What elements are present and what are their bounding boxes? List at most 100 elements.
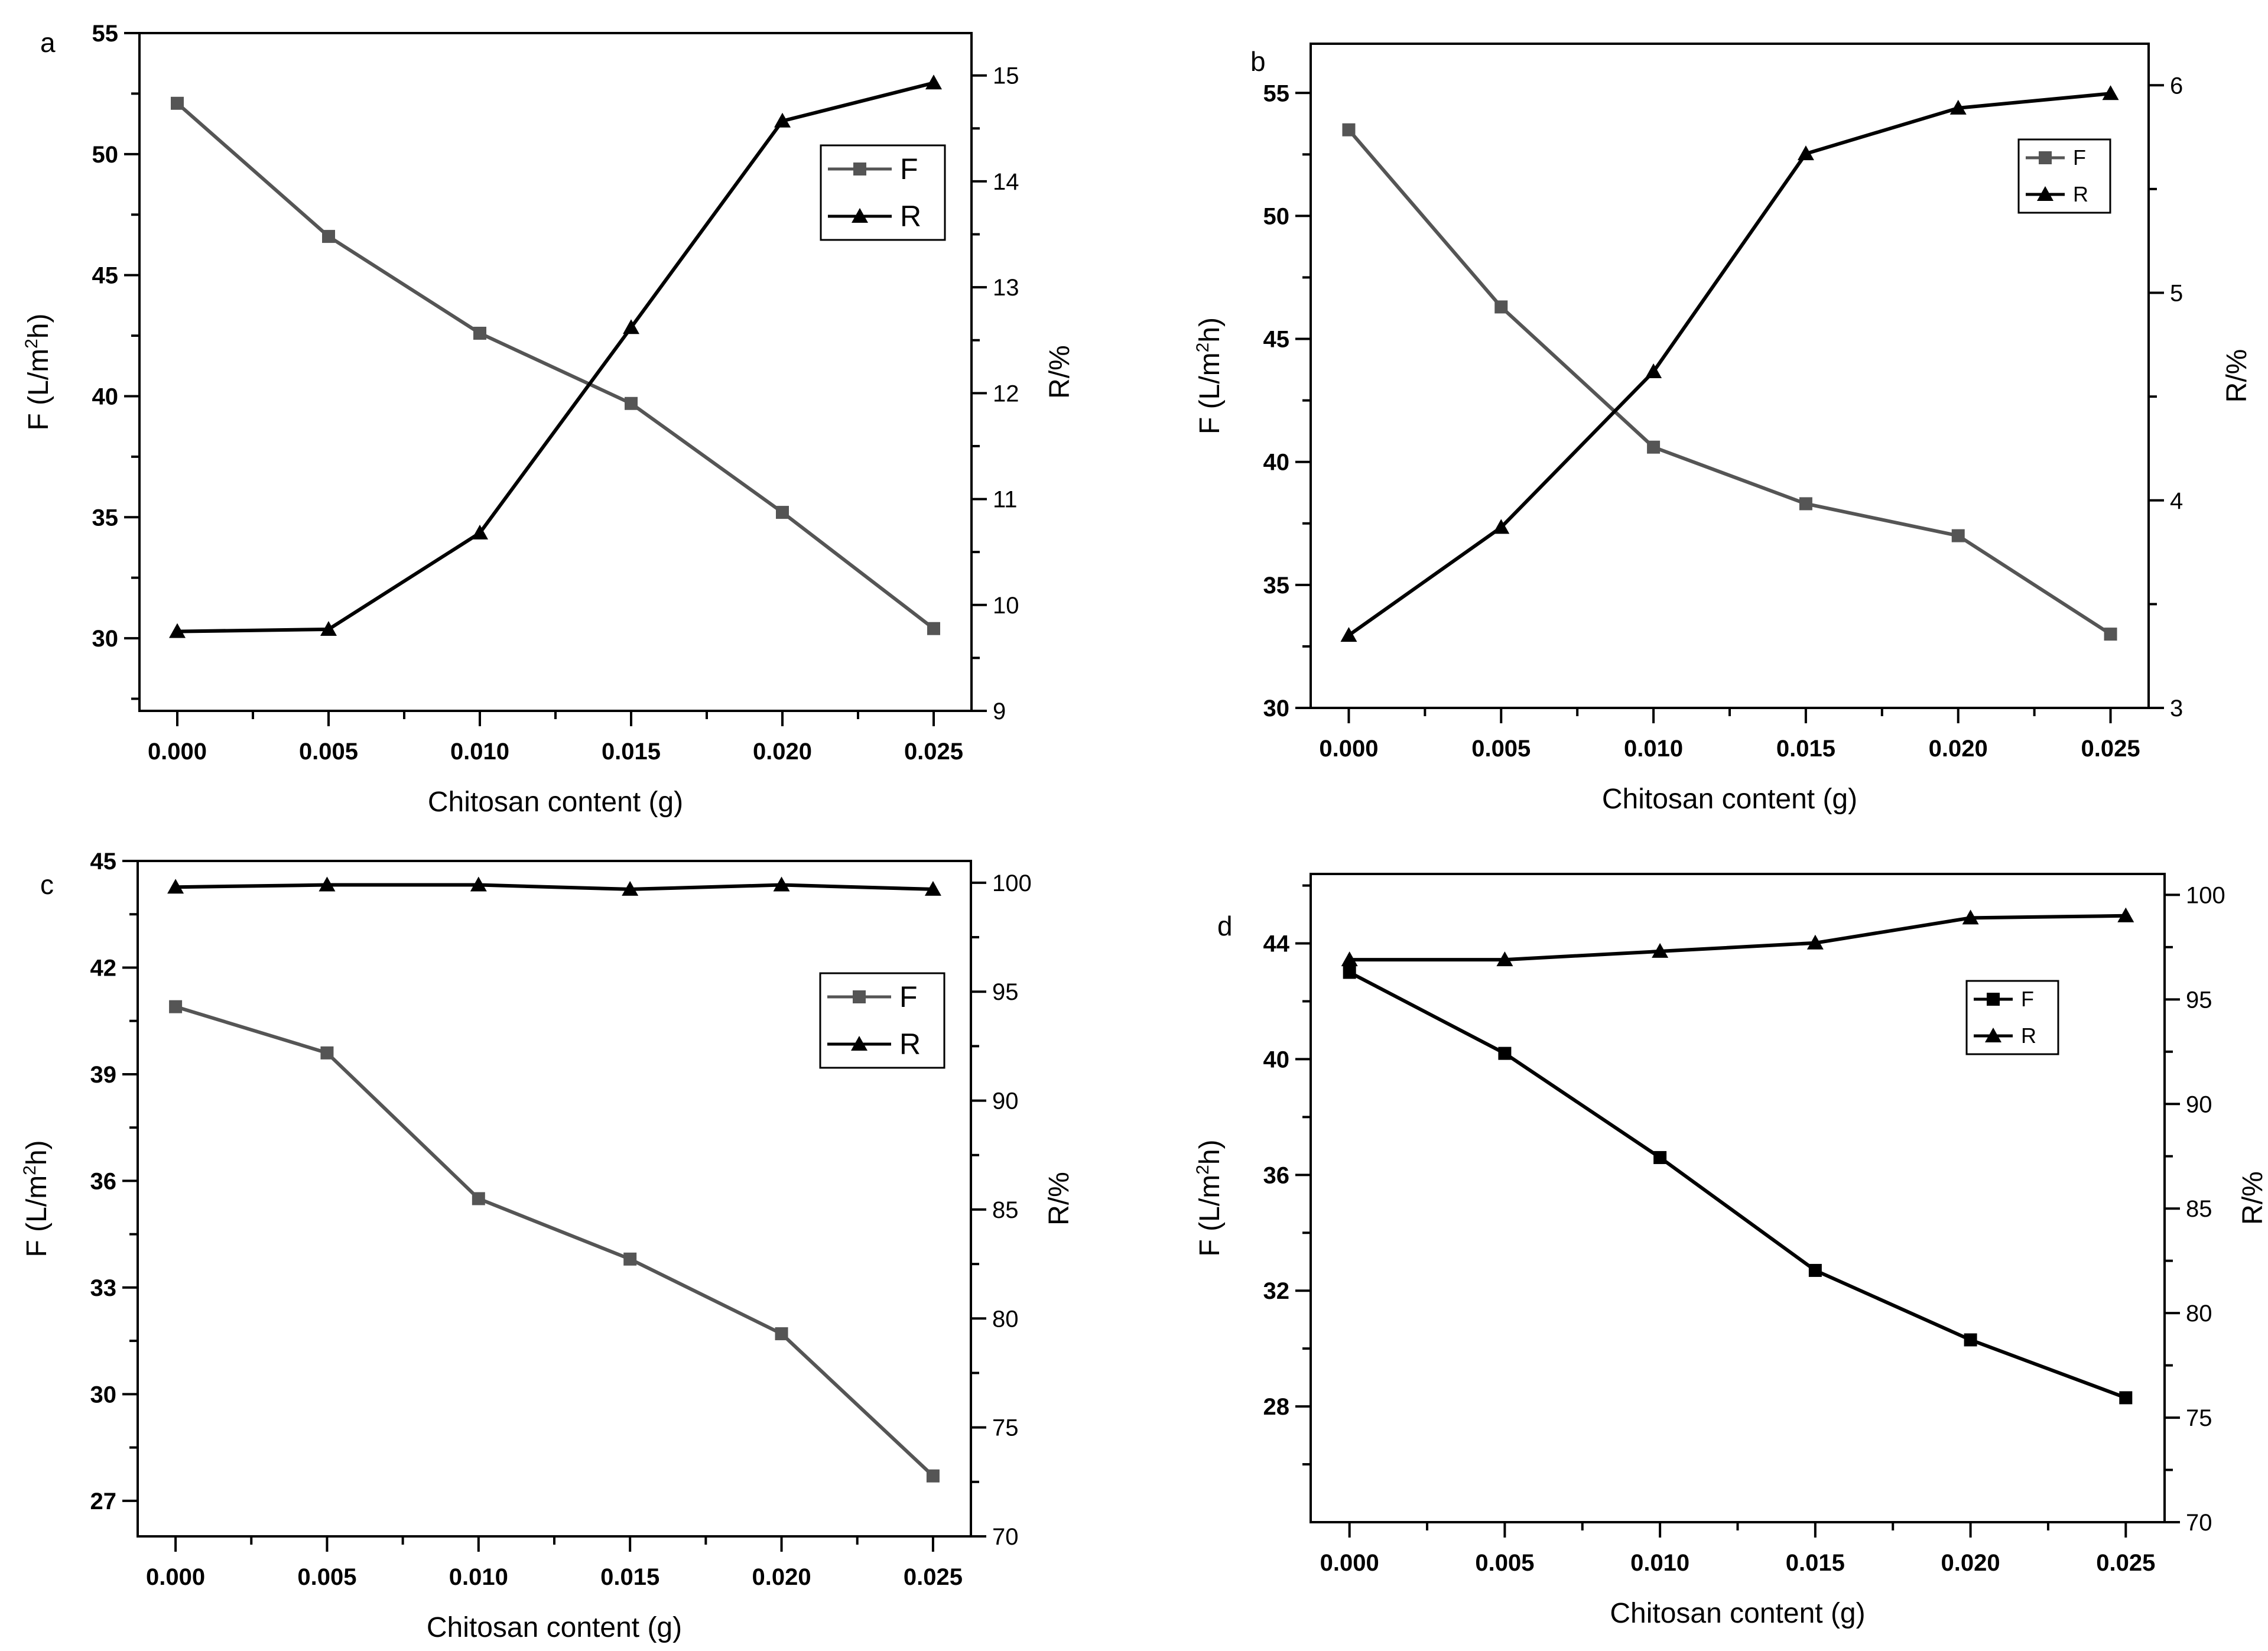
- x-axis-label: Chitosan content (g): [427, 1612, 682, 1643]
- y-axis-label-text: h): [1194, 1139, 1226, 1165]
- series-R: [167, 876, 941, 896]
- data-point-F: [320, 1046, 334, 1060]
- legend-marker-R: [851, 1036, 867, 1051]
- legend-label-F: F: [2073, 145, 2086, 170]
- legend-marker-F: [853, 162, 866, 176]
- x-tick-label: 0.020: [752, 1564, 811, 1590]
- legend-label-F: F: [900, 152, 918, 186]
- x-tick-label: 0.025: [904, 1564, 963, 1590]
- y2-tick-label: 85: [992, 1197, 1019, 1223]
- x-tick-label: 0.010: [449, 1564, 508, 1590]
- legend-marker-F: [853, 990, 866, 1003]
- y-tick-label: 27: [90, 1488, 117, 1514]
- y2-tick-label: 5: [2170, 281, 2183, 307]
- data-point-F: [169, 1000, 183, 1013]
- y2-axis-label: R/%: [1044, 345, 1075, 399]
- x-tick-label: 0.005: [1475, 1550, 1534, 1576]
- y-tick-label: 35: [92, 505, 119, 531]
- series-line-F: [175, 1005, 934, 1477]
- data-point-R: [1806, 934, 1824, 950]
- panel-d: d 0.000 0.005 0.010 0.015 0.020 0.025 28 32 36 40 4…: [1193, 873, 2268, 1629]
- y-tick-label: 36: [90, 1168, 117, 1194]
- x-tick-label: 0.010: [1630, 1550, 1689, 1576]
- legend: FR: [820, 144, 946, 241]
- legend-label-R: R: [2073, 182, 2088, 206]
- y-tick-label: 45: [90, 849, 117, 875]
- data-point-R: [1496, 951, 1513, 967]
- y2-tick-label: 70: [992, 1524, 1019, 1550]
- data-point-R: [623, 319, 639, 334]
- series-F: [171, 96, 940, 635]
- y2-tick-label: 10: [993, 593, 1019, 619]
- series-line-R: [176, 883, 933, 891]
- y2-tick-label: 85: [2186, 1196, 2212, 1222]
- data-point-R: [167, 879, 184, 894]
- x-axis-label: Chitosan content (g): [428, 786, 683, 818]
- x-axis-label: Chitosan content (g): [1610, 1598, 1865, 1629]
- y2-tick-label: 100: [992, 870, 1032, 896]
- y-axis-label-superscript: 2: [1193, 343, 1213, 353]
- legend-box: [819, 972, 945, 1069]
- panel-label: b: [1250, 46, 1266, 77]
- y2-axis-label: R/%: [1044, 1172, 1075, 1226]
- data-point-R: [773, 876, 790, 892]
- series-line-F: [176, 102, 935, 630]
- y-tick-label: 55: [92, 21, 119, 47]
- series-line-R: [1349, 914, 2126, 962]
- data-point-F: [1808, 1263, 1822, 1277]
- y-tick-label: 32: [1263, 1278, 1290, 1304]
- data-point-R: [2102, 85, 2119, 100]
- data-point-R: [320, 621, 337, 636]
- legend-box: [2017, 138, 2111, 214]
- data-point-R: [1797, 145, 1814, 161]
- y2-axis-label: R/%: [2237, 1171, 2268, 1225]
- x-tick-label: 0.000: [146, 1564, 205, 1590]
- legend-label-F: F: [2021, 987, 2034, 1011]
- series-line-F: [1349, 970, 2127, 1400]
- data-point-R: [472, 524, 488, 540]
- x-tick-label: 0.005: [299, 739, 358, 765]
- y-tick-label: 28: [1263, 1394, 1290, 1420]
- y-tick-label: 36: [1263, 1162, 1290, 1188]
- data-point-R: [169, 623, 186, 638]
- y-axis-label-text: h): [23, 313, 54, 339]
- series-R: [169, 74, 942, 638]
- legend: FR: [1965, 980, 2059, 1055]
- data-point-F: [1647, 440, 1661, 454]
- data-point-R: [319, 876, 336, 892]
- y2-tick-label: 90: [2186, 1091, 2212, 1117]
- series-R: [1340, 85, 2119, 642]
- data-point-F: [1964, 1333, 1977, 1347]
- y2-tick-label: 11: [993, 487, 1018, 513]
- data-point-F: [1799, 497, 1812, 511]
- y2-tick-label: 4: [2170, 488, 2183, 514]
- y-axis-label: F (L/m2h): [20, 1140, 53, 1257]
- legend-marker-F: [2039, 151, 2052, 164]
- panel-label: c: [40, 869, 54, 900]
- y-tick-label: 40: [92, 384, 119, 410]
- y-axis-label: F (L/m2h): [1193, 1139, 1226, 1256]
- data-point-R: [1652, 942, 1669, 958]
- panel-label: a: [40, 27, 56, 58]
- data-point-F: [1653, 1150, 1667, 1164]
- x-tick-label: 0.025: [904, 739, 963, 765]
- panel-label: d: [1217, 911, 1233, 941]
- legend: FR: [819, 972, 945, 1069]
- y-tick-label: 30: [92, 626, 119, 652]
- data-point-R: [1341, 951, 1358, 967]
- y2-tick-label: 75: [992, 1415, 1019, 1441]
- y2-tick-label: 80: [992, 1306, 1019, 1332]
- legend-marker-R: [2037, 186, 2053, 201]
- y-tick-label: 55: [1263, 80, 1290, 106]
- data-point-R: [1645, 363, 1662, 378]
- data-point-R: [925, 74, 942, 90]
- data-point-R: [774, 112, 791, 128]
- data-point-F: [472, 1192, 485, 1205]
- legend-label-R: R: [2021, 1023, 2036, 1048]
- y2-axis-label: R/%: [2221, 349, 2253, 403]
- y-axis-label-text: F (L/m: [1194, 352, 1226, 434]
- data-point-F: [1342, 123, 1356, 136]
- y2-tick-label: 95: [992, 979, 1019, 1005]
- data-point-R: [1949, 99, 1967, 115]
